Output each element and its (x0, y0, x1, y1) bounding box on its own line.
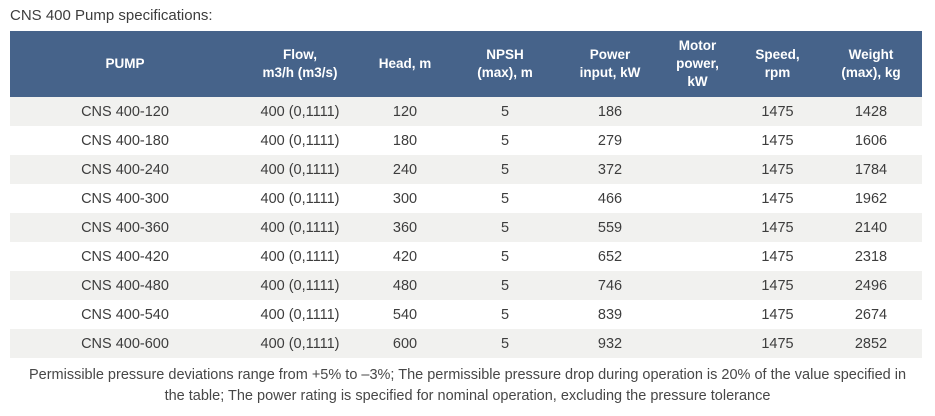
table-header: PUMP Flow, m3/h (m3/s) Head, m NPSH (max… (10, 31, 922, 97)
table-cell: 1428 (854, 103, 888, 120)
col-header-head: Head, m (360, 31, 450, 97)
table-row: CNS 400-540 400 (0,1111) 540 5 839 1475 2674 (10, 300, 922, 329)
col-header-power-input: Power input, kW (560, 31, 660, 97)
table-cell: 240 (392, 161, 418, 178)
table-cell: 839 (597, 306, 623, 323)
table-cell: 400 (0,1111) (260, 103, 340, 120)
table-row: CNS 400-120 400 (0,1111) 120 5 186 1475 1428 (10, 97, 922, 126)
table-cell: 279 (597, 132, 623, 149)
table-cell: 5 (500, 335, 510, 352)
table-cell: CNS 400-360 (81, 219, 169, 236)
table-cell: 540 (392, 306, 418, 323)
table-cell (660, 126, 735, 155)
table-cell: 5 (500, 190, 510, 207)
table-cell: 466 (597, 190, 623, 207)
table-cell: 5 (500, 161, 510, 178)
table-cell: CNS 400-540 (81, 306, 169, 323)
table-cell: 932 (597, 335, 623, 352)
table-cell: 2674 (854, 306, 888, 323)
table-cell: 1475 (761, 219, 794, 236)
table-cell: 1475 (761, 190, 794, 207)
table-cell: 2852 (854, 335, 888, 352)
table-cell: 5 (500, 248, 510, 265)
table-cell: 180 (392, 132, 418, 149)
table-cell: 360 (392, 219, 418, 236)
table-cell: 400 (0,1111) (260, 161, 340, 178)
table-cell: 400 (0,1111) (260, 190, 340, 207)
table-body: CNS 400-120 400 (0,1111) 120 5 186 1475 1428 CN… (10, 97, 922, 358)
table-cell: 2140 (854, 219, 888, 236)
table-cell: 186 (597, 103, 623, 120)
table-cell: 1475 (761, 161, 794, 178)
table-cell: 1475 (761, 306, 794, 323)
table-cell: 652 (597, 248, 623, 265)
table-cell: CNS 400-240 (81, 161, 169, 178)
table-cell: 120 (392, 103, 418, 120)
table-cell (660, 271, 735, 300)
table-cell: 600 (392, 335, 418, 352)
table-cell: 400 (0,1111) (260, 219, 340, 236)
table-row: CNS 400-180 400 (0,1111) 180 5 279 1475 1606 (10, 126, 922, 155)
table-cell: 1606 (854, 132, 888, 149)
table-cell (660, 242, 735, 271)
table-cell (660, 155, 735, 184)
table-cell: 1475 (761, 277, 794, 294)
pump-spec-table: PUMP Flow, m3/h (m3/s) Head, m NPSH (max… (10, 31, 922, 358)
table-cell (660, 300, 735, 329)
table-cell: CNS 400-300 (81, 190, 169, 207)
table-cell: CNS 400-120 (81, 103, 169, 120)
table-cell: 1475 (761, 335, 794, 352)
col-header-flow: Flow, m3/h (m3/s) (240, 31, 360, 97)
table-cell: 746 (597, 277, 623, 294)
table-row: CNS 400-300 400 (0,1111) 300 5 466 1475 1962 (10, 184, 922, 213)
table-cell: 5 (500, 306, 510, 323)
table-cell: CNS 400-480 (81, 277, 169, 294)
col-header-npsh: NPSH (max), m (450, 31, 560, 97)
table-row: CNS 400-240 400 (0,1111) 240 5 372 1475 1784 (10, 155, 922, 184)
col-header-weight: Weight (max), kg (820, 31, 922, 97)
table-cell: 400 (0,1111) (260, 335, 340, 352)
table-cell: 1475 (761, 248, 794, 265)
page-title: CNS 400 Pump specifications: (10, 7, 213, 24)
table-cell: 2496 (854, 277, 888, 294)
table-cell: 1962 (854, 190, 888, 207)
table-cell: CNS 400-180 (81, 132, 169, 149)
page: CNS 400 Pump specifications: PUMP Flow, … (0, 7, 935, 416)
table-cell: CNS 400-600 (81, 335, 169, 352)
table-cell: 2318 (854, 248, 888, 265)
table-row: CNS 400-420 400 (0,1111) 420 5 652 1475 2318 (10, 242, 922, 271)
table-cell (660, 329, 735, 358)
table-cell: 300 (392, 190, 418, 207)
table-cell: 1475 (761, 132, 794, 149)
table-cell: 400 (0,1111) (260, 248, 340, 265)
table-cell: 420 (392, 248, 418, 265)
table-cell: 372 (597, 161, 623, 178)
table-cell: 400 (0,1111) (260, 306, 340, 323)
col-header-speed: Speed, rpm (735, 31, 820, 97)
footnote: Permissible pressure deviations range fr… (28, 367, 907, 404)
table-row: CNS 400-600 400 (0,1111) 600 5 932 1475 2852 (10, 329, 922, 358)
table-cell: 5 (500, 219, 510, 236)
table-cell: 400 (0,1111) (260, 132, 340, 149)
col-header-pump: PUMP (10, 31, 240, 97)
col-header-motor-power: Motor power, kW (660, 31, 735, 97)
table-cell (660, 213, 735, 242)
table-cell: 400 (0,1111) (260, 277, 340, 294)
table-cell (660, 184, 735, 213)
table-cell: 5 (500, 103, 510, 120)
table-cell: 1784 (854, 161, 888, 178)
header-row: PUMP Flow, m3/h (m3/s) Head, m NPSH (max… (10, 31, 922, 97)
table-cell: 5 (500, 277, 510, 294)
table-cell: 1475 (761, 103, 794, 120)
table-cell: 480 (392, 277, 418, 294)
table-cell: 5 (500, 132, 510, 149)
table-row: CNS 400-360 400 (0,1111) 360 5 559 1475 2140 (10, 213, 922, 242)
table-cell: 559 (597, 219, 623, 236)
table-cell (660, 97, 735, 126)
table-row: CNS 400-480 400 (0,1111) 480 5 746 1475 2496 (10, 271, 922, 300)
table-cell: CNS 400-420 (81, 248, 169, 265)
